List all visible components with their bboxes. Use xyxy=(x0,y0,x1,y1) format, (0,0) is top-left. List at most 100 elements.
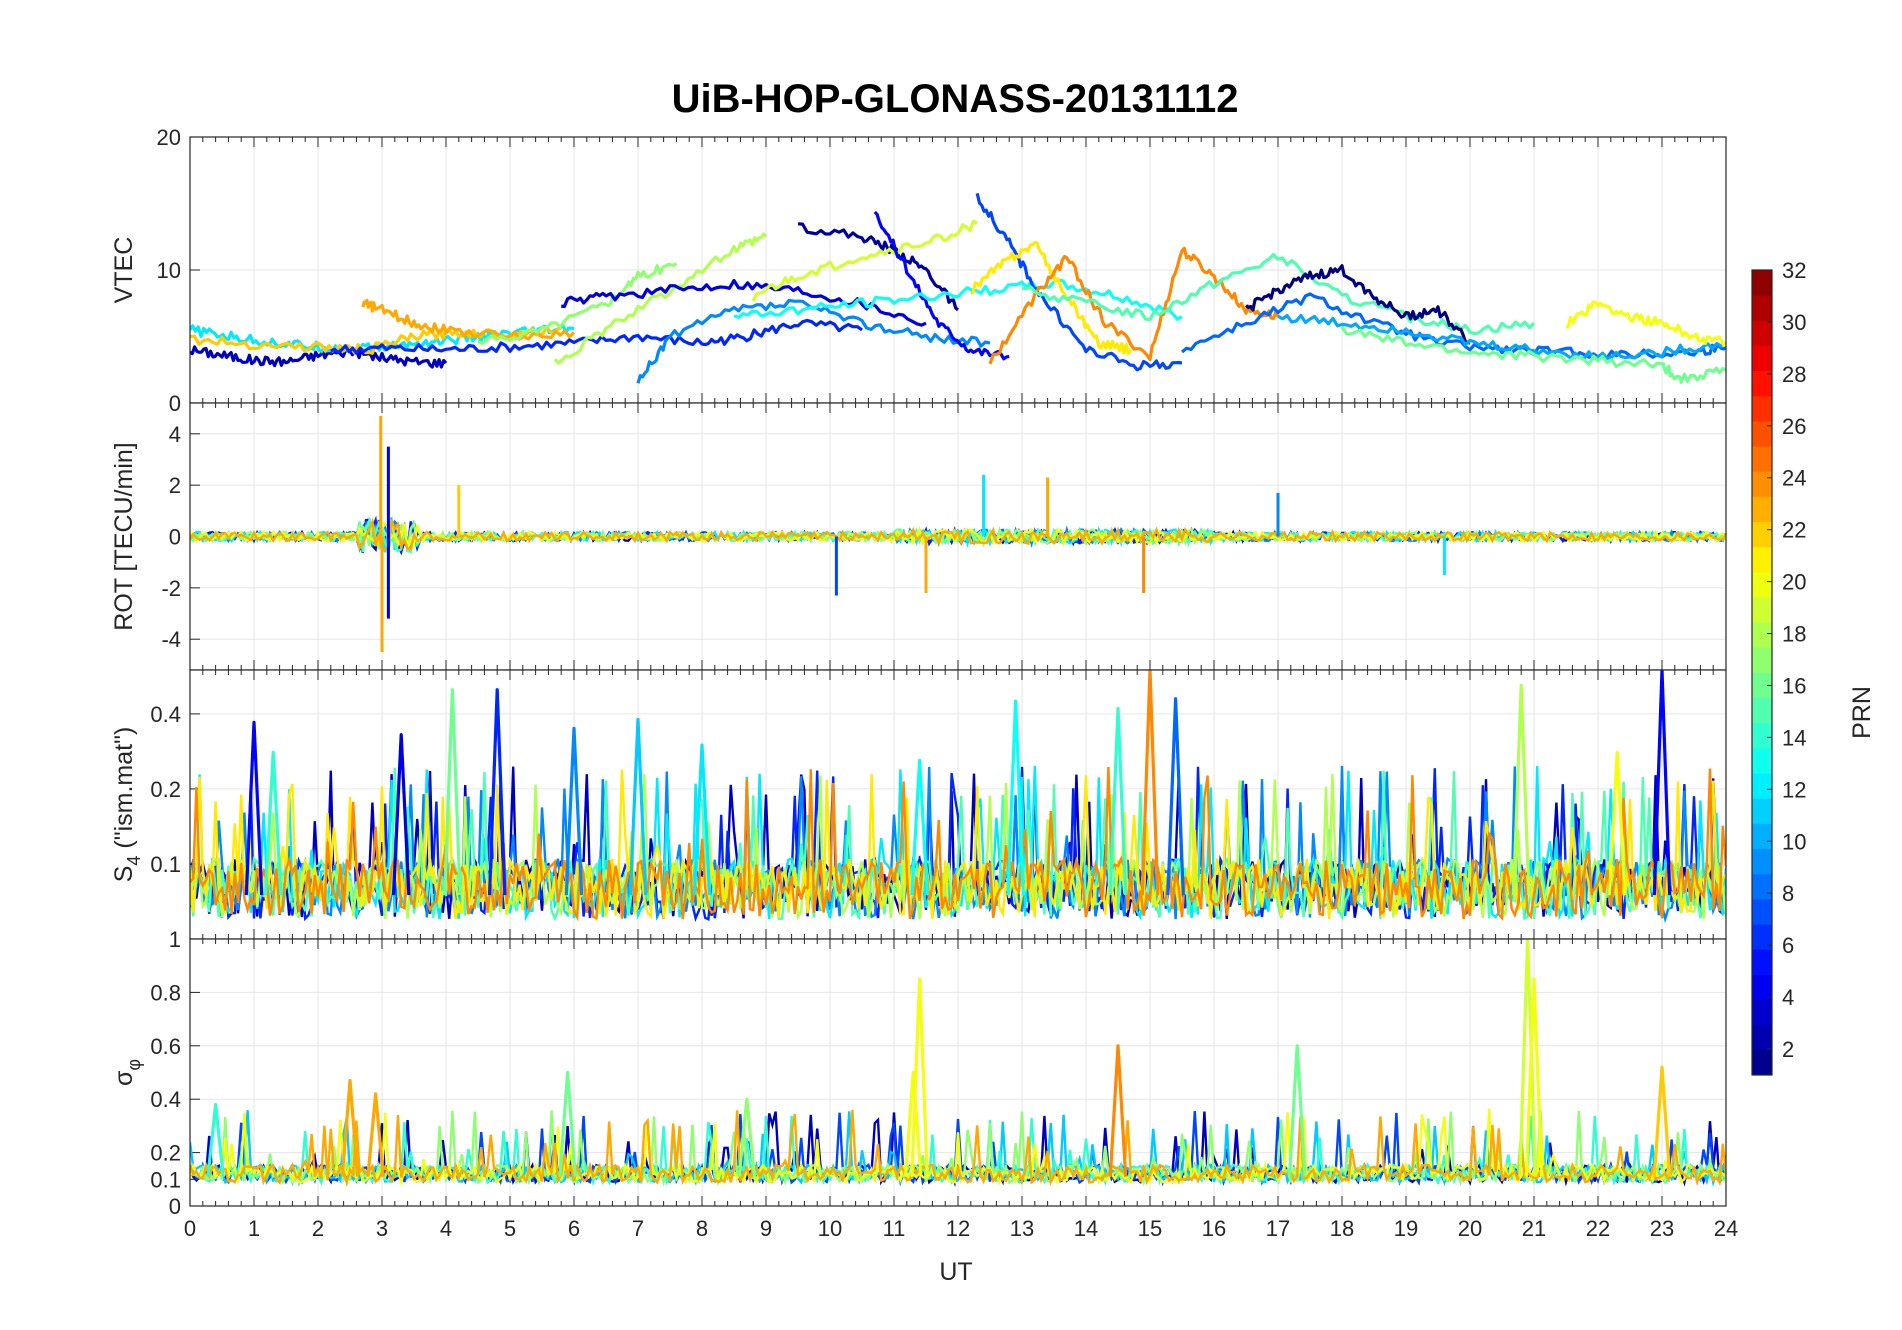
s4-peak xyxy=(1006,699,1025,896)
colorbar-segment xyxy=(1752,521,1772,548)
vtec-series-prn-13 xyxy=(733,278,1183,321)
vtec-series-prn-16 xyxy=(1340,326,1726,384)
x-tick-label: 3 xyxy=(376,1216,388,1241)
colorbar-frame xyxy=(1751,269,1773,1076)
colorbar-segment xyxy=(1752,1024,1772,1051)
colorbar-tick-label: 10 xyxy=(1782,829,1806,854)
y-tick-label: 0.2 xyxy=(150,1141,181,1166)
vtec-series-prn-9 xyxy=(636,298,991,384)
vtec-series-prn-4 xyxy=(561,278,927,327)
x-tick-label: 11 xyxy=(883,1216,906,1241)
y-tick-label: 0.4 xyxy=(150,1087,181,1112)
series-group xyxy=(190,670,1726,924)
colorbar-tick-label: 22 xyxy=(1782,518,1806,543)
colorbar-segment xyxy=(1752,370,1772,397)
y-tick-label: 0 xyxy=(169,1194,181,1219)
colorbar-tick-label: 8 xyxy=(1782,881,1794,906)
x-tick-label: 15 xyxy=(1138,1216,1162,1241)
y-tick-label: 1 xyxy=(169,927,181,952)
colorbar-segment xyxy=(1752,546,1772,573)
colorbar-segment xyxy=(1752,647,1772,673)
colorbar-tick-label: 4 xyxy=(1782,985,1794,1010)
x-tick-label: 1 xyxy=(248,1216,260,1241)
vtec-series-prn-20 xyxy=(1565,300,1726,348)
s4-peak xyxy=(263,750,283,896)
x-tick-label: 2 xyxy=(312,1216,324,1241)
colorbar-segment xyxy=(1752,848,1772,875)
colorbar-segment xyxy=(1752,898,1772,925)
colorbar-segment xyxy=(1752,345,1772,372)
sigma-phi-peak xyxy=(903,1070,923,1177)
y-tick-label: 20 xyxy=(157,125,181,150)
colorbar-segment xyxy=(1752,823,1772,850)
x-tick-label: 10 xyxy=(818,1216,842,1241)
s4-peak xyxy=(1511,683,1531,896)
colorbar-segment xyxy=(1752,672,1772,699)
y-tick-label: 0.4 xyxy=(150,702,181,727)
x-tick-label: 18 xyxy=(1330,1216,1354,1241)
y-tick-label: -2 xyxy=(161,576,181,601)
sigma-phi-series-prn-23 xyxy=(190,1109,1726,1188)
x-tick-label: 22 xyxy=(1586,1216,1610,1241)
x-axis-label: UT xyxy=(939,1258,972,1286)
colorbar-segment xyxy=(1752,873,1772,900)
colorbar-tick-label: 6 xyxy=(1782,933,1794,958)
sigma-phi-peak xyxy=(1652,1065,1672,1177)
x-tick-label: 24 xyxy=(1714,1216,1738,1241)
vtec-series-prn-6 xyxy=(330,318,863,355)
x-tick-label: 4 xyxy=(440,1216,452,1241)
s4-peak xyxy=(692,743,712,896)
colorbar-segment xyxy=(1752,622,1772,648)
x-tick-label: 14 xyxy=(1074,1216,1098,1241)
y-tick-label: 0.8 xyxy=(150,980,181,1005)
colorbar-segment xyxy=(1752,270,1772,296)
colorbar-segment xyxy=(1752,295,1772,321)
s4-peak xyxy=(1108,707,1128,896)
x-tick-label: 16 xyxy=(1202,1216,1226,1241)
y-tick-label: 10 xyxy=(157,258,181,283)
series-group xyxy=(190,415,1726,653)
colorbar-segment xyxy=(1752,999,1772,1026)
vtec-series-prn-5 xyxy=(873,210,1010,361)
x-tick-label: 6 xyxy=(568,1216,580,1241)
sigma-phi-peak xyxy=(1524,977,1544,1177)
s4-peak xyxy=(1166,697,1185,896)
vtec-series-prn-10 xyxy=(1277,313,1726,360)
y-tick-label: 0.2 xyxy=(150,777,181,802)
s4-peak xyxy=(1607,750,1627,896)
y-axis-label: S4 ("ism.mat") xyxy=(110,727,144,883)
axes-frame xyxy=(189,938,1727,1207)
y-axis-label: ROT [TECU/min] xyxy=(110,442,138,630)
s4-peak xyxy=(487,688,507,896)
x-tick-label: 23 xyxy=(1650,1216,1674,1241)
s4-peak xyxy=(910,758,929,896)
vtec-series-prn-3 xyxy=(190,345,448,369)
chart-title: UiB-HOP-GLONASS-20131112 xyxy=(672,77,1239,121)
colorbar-segment xyxy=(1752,446,1772,472)
y-tick-label: -4 xyxy=(161,627,181,652)
vtec-series-prn-1 xyxy=(1244,264,1471,345)
colorbar-tick-label: 26 xyxy=(1782,414,1806,439)
vtec-series-prn-7 xyxy=(975,193,1183,372)
y-tick-label: 0.6 xyxy=(150,1034,181,1059)
s4-peak xyxy=(628,717,648,896)
colorbar-segment xyxy=(1752,949,1772,975)
rot-series-prn-23 xyxy=(190,517,1726,555)
x-tick-label: 7 xyxy=(632,1216,644,1241)
sigma-phi-peak xyxy=(737,1097,757,1177)
series-group xyxy=(190,193,1726,384)
y-tick-label: 4 xyxy=(169,422,181,447)
colorbar-tick-label: 24 xyxy=(1782,466,1806,491)
vtec-series-prn-18 xyxy=(553,232,768,365)
vtec-series-prn-24 xyxy=(988,246,1280,365)
x-tick-label: 5 xyxy=(504,1216,516,1241)
colorbar-tick-label: 32 xyxy=(1782,258,1806,283)
y-axis-label: σφ xyxy=(110,1059,144,1086)
colorbar-segment xyxy=(1752,722,1772,749)
colorbar-segment xyxy=(1752,773,1772,799)
y-axis-label: VTEC xyxy=(110,237,138,304)
colorbar-tick-label: 16 xyxy=(1782,673,1806,698)
colorbar-tick-label: 20 xyxy=(1782,570,1806,595)
